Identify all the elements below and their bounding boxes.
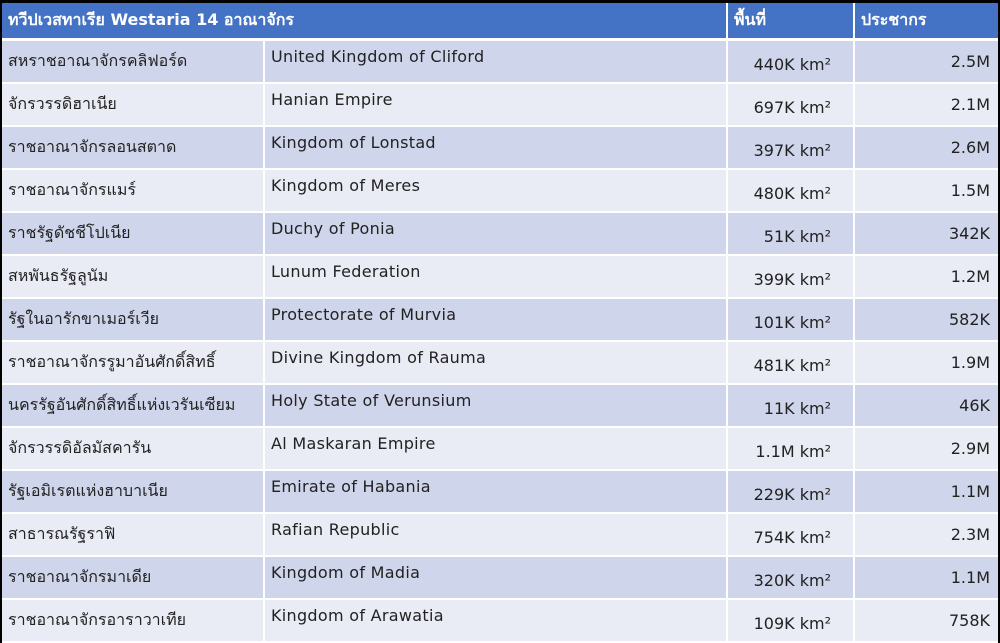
area-cell: 397K km²	[727, 126, 855, 170]
english-name-cell: Hanian Empire	[264, 83, 728, 127]
area-cell: 51K km²	[727, 212, 855, 256]
english-name-cell: Kingdom of Lonstad	[264, 126, 728, 170]
table-row: ราชอาณาจักรแมร์ Kingdom of Meres 480K km² 1…	[2, 169, 998, 213]
area-cell: 754K km²	[727, 513, 855, 557]
thai-name-cell: สาธารณรัฐราฟิ	[2, 513, 265, 557]
population-cell: 1.1M	[854, 556, 998, 600]
population-cell: 342K	[854, 212, 998, 256]
area-cell: 697K km²	[727, 83, 855, 127]
thai-name-cell: สหราชอาณาจักรคลิฟอร์ด	[2, 39, 265, 84]
table-title: ทวีปเวสทาเรีย Westaria 14 อาณาจักร	[2, 3, 728, 41]
header-row: ทวีปเวสทาเรีย Westaria 14 อาณาจักร พื้นท…	[2, 3, 998, 41]
thai-name-cell: รัฐเอมิเรตแห่งฮาบาเนีย	[2, 470, 265, 514]
english-name-cell: Holy State of Verunsium	[264, 384, 728, 428]
table-row: สหราชอาณาจักรคลิฟอร์ด United Kingdom of C…	[2, 39, 998, 84]
table-row: จักรวรรดิฮาเนีย Hanian Empire 697K km² 2.1M	[2, 83, 998, 127]
thai-name-cell: ราชอาณาจักรมาเดีย	[2, 556, 265, 600]
thai-name-cell: ราชอาณาจักรรูมาอันศักดิ์สิทธิ์	[2, 341, 265, 385]
english-name-cell: Kingdom of Arawatia	[264, 599, 728, 643]
population-cell: 2.6M	[854, 126, 998, 170]
english-name-cell: Kingdom of Meres	[264, 169, 728, 213]
area-cell: 101K km²	[727, 298, 855, 342]
thai-name-cell: ราชอาณาจักรลอนสตาด	[2, 126, 265, 170]
population-column-header: ประชากร	[854, 3, 998, 41]
area-cell: 109K km²	[727, 599, 855, 643]
thai-name-cell: รัฐในอารักขาเมอร์เวีย	[2, 298, 265, 342]
thai-name-cell: นครรัฐอันศักดิ์สิทธิ์แห่งเวรันเซียม	[2, 384, 265, 428]
english-name-cell: Divine Kingdom of Rauma	[264, 341, 728, 385]
population-cell: 1.9M	[854, 341, 998, 385]
population-cell: 46K	[854, 384, 998, 428]
table-row: ราชอาณาจักรอาราวาเทีย Kingdom of Arawatia…	[2, 599, 998, 643]
population-cell: 2.1M	[854, 83, 998, 127]
english-name-cell: Duchy of Ponia	[264, 212, 728, 256]
table-header: ทวีปเวสทาเรีย Westaria 14 อาณาจักร พื้นท…	[2, 3, 998, 41]
population-cell: 582K	[854, 298, 998, 342]
table-row: ราชอาณาจักรรูมาอันศักดิ์สิทธิ์ Divine Kin…	[2, 341, 998, 385]
thai-name-cell: สหพันธรัฐลูนัม	[2, 255, 265, 299]
thai-name-cell: จักรวรรดิอัลมัสคารัน	[2, 427, 265, 471]
table-row: รัฐเอมิเรตแห่งฮาบาเนีย Emirate of Habania…	[2, 470, 998, 514]
english-name-cell: Emirate of Habania	[264, 470, 728, 514]
english-name-cell: Al Maskaran Empire	[264, 427, 728, 471]
thai-name-cell: ราชอาณาจักรอาราวาเทีย	[2, 599, 265, 643]
area-cell: 1.1M km²	[727, 427, 855, 471]
table-body: สหราชอาณาจักรคลิฟอร์ด United Kingdom of C…	[2, 39, 998, 643]
thai-name-cell: ราชอาณาจักรแมร์	[2, 169, 265, 213]
population-cell: 1.2M	[854, 255, 998, 299]
english-name-cell: Kingdom of Madia	[264, 556, 728, 600]
table-row: ราชรัฐดัชชีโปเนีย Duchy of Ponia 51K km² 34…	[2, 212, 998, 256]
population-cell: 2.9M	[854, 427, 998, 471]
table-row: สหพันธรัฐลูนัม Lunum Federation 399K km² 1.…	[2, 255, 998, 299]
table-row: รัฐในอารักขาเมอร์เวีย Protectorate of Mur…	[2, 298, 998, 342]
english-name-cell: Protectorate of Murvia	[264, 298, 728, 342]
population-cell: 2.5M	[854, 39, 998, 84]
population-cell: 1.5M	[854, 169, 998, 213]
thai-name-cell: ราชรัฐดัชชีโปเนีย	[2, 212, 265, 256]
area-cell: 229K km²	[727, 470, 855, 514]
kingdoms-table: ทวีปเวสทาเรีย Westaria 14 อาณาจักร พื้นท…	[2, 3, 998, 643]
english-name-cell: Lunum Federation	[264, 255, 728, 299]
table-row: ราชอาณาจักรมาเดีย Kingdom of Madia 320K km…	[2, 556, 998, 600]
area-cell: 480K km²	[727, 169, 855, 213]
thai-name-cell: จักรวรรดิฮาเนีย	[2, 83, 265, 127]
english-name-cell: United Kingdom of Cliford	[264, 39, 728, 84]
area-cell: 11K km²	[727, 384, 855, 428]
area-cell: 440K km²	[727, 39, 855, 84]
area-cell: 399K km²	[727, 255, 855, 299]
table-row: สาธารณรัฐราฟิ Rafian Republic 754K km² 2.3M	[2, 513, 998, 557]
table-row: ราชอาณาจักรลอนสตาด Kingdom of Lonstad 397K…	[2, 126, 998, 170]
population-cell: 2.3M	[854, 513, 998, 557]
population-cell: 1.1M	[854, 470, 998, 514]
table-row: นครรัฐอันศักดิ์สิทธิ์แห่งเวรันเซียม Holy …	[2, 384, 998, 428]
population-cell: 758K	[854, 599, 998, 643]
area-cell: 320K km²	[727, 556, 855, 600]
table-row: จักรวรรดิอัลมัสคารัน Al Maskaran Empire 1.…	[2, 427, 998, 471]
area-cell: 481K km²	[727, 341, 855, 385]
area-column-header: พื้นที่	[727, 3, 855, 41]
english-name-cell: Rafian Republic	[264, 513, 728, 557]
